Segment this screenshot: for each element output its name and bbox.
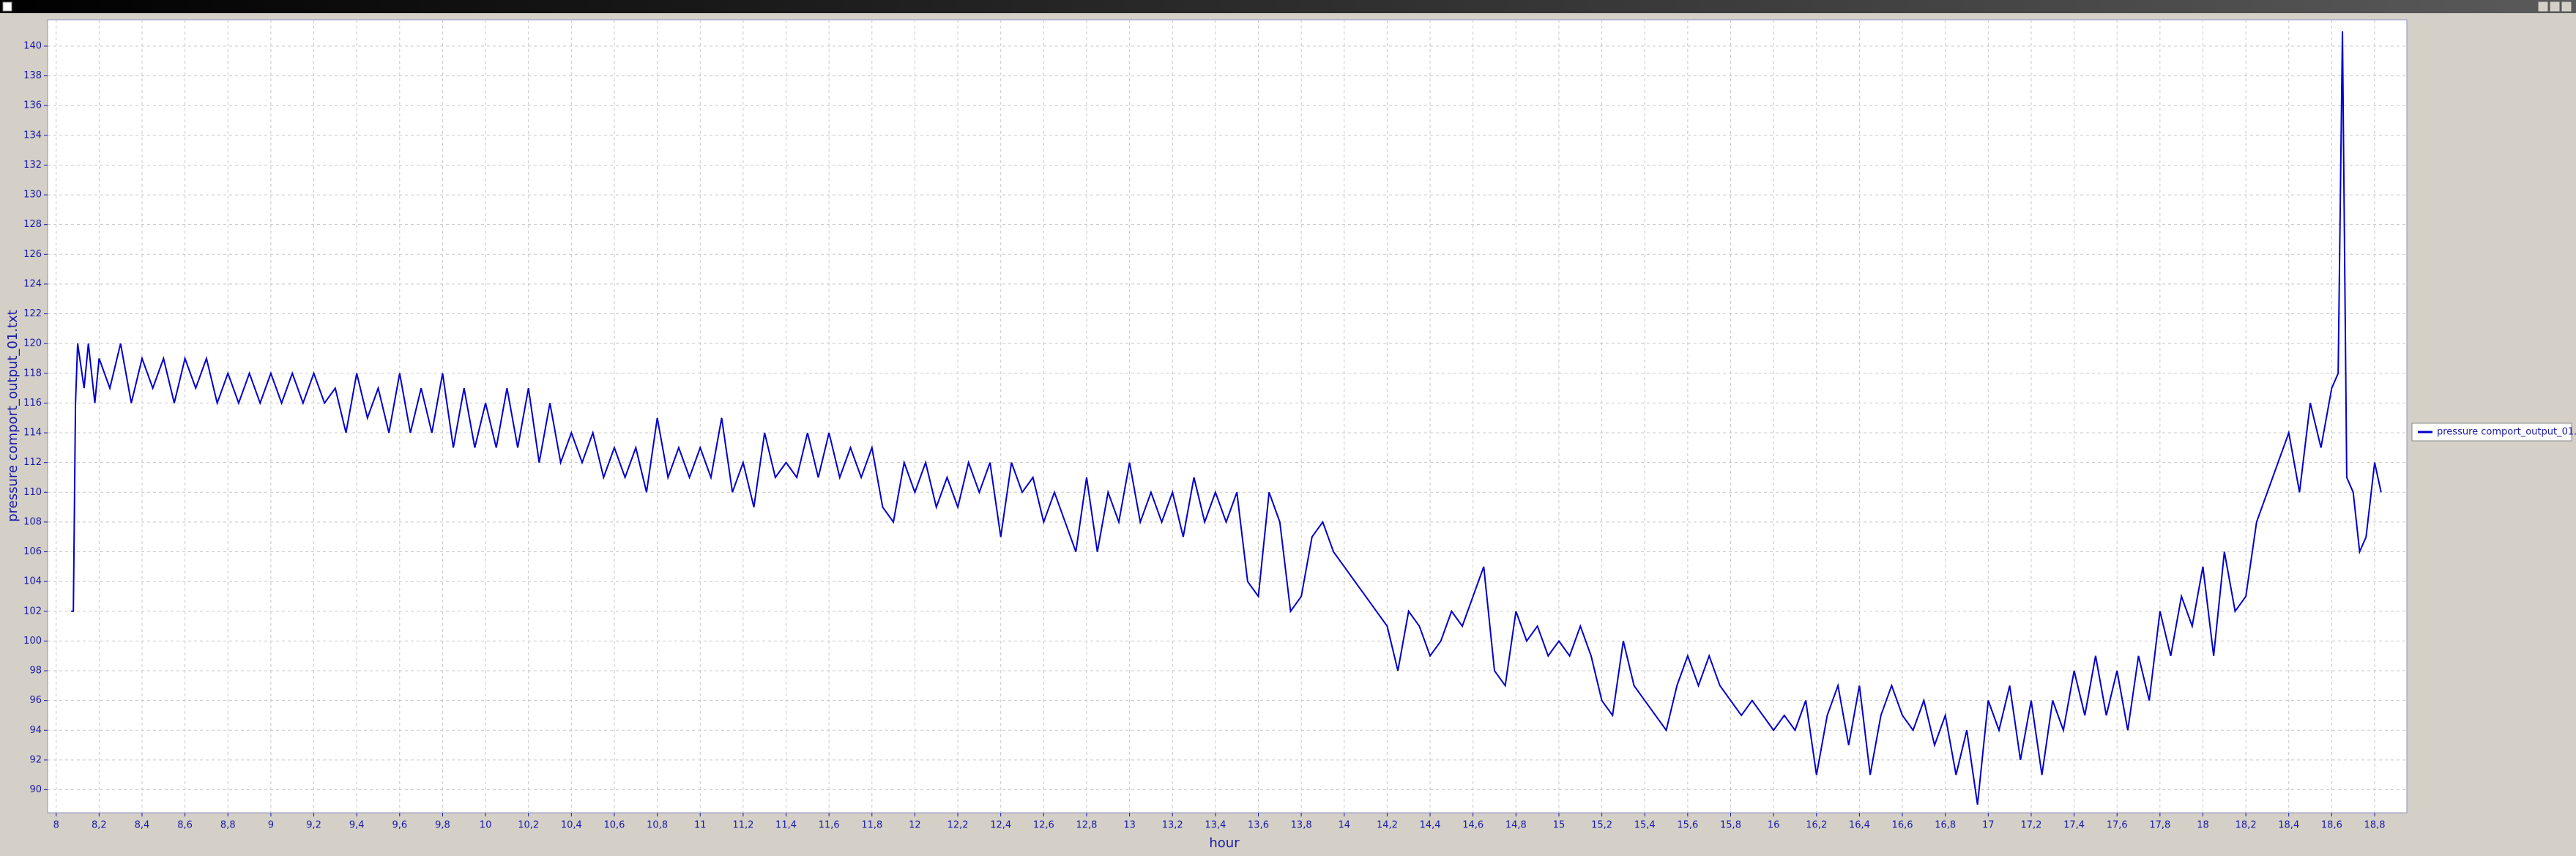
- x-tick-label: 10: [480, 820, 492, 831]
- y-tick-label: 90: [29, 784, 42, 795]
- y-tick-label: 98: [29, 666, 42, 677]
- x-tick-label: 15,8: [1720, 820, 1741, 831]
- x-tick-label: 10,6: [604, 820, 625, 831]
- x-tick-label: 8,6: [177, 820, 193, 831]
- x-tick-label: 12,2: [948, 820, 969, 831]
- x-tick-label: 13,6: [1248, 820, 1269, 831]
- x-tick-label: 8,2: [92, 820, 107, 831]
- y-tick-label: 114: [23, 428, 42, 439]
- y-tick-label: 108: [23, 516, 42, 527]
- x-tick-label: 12,8: [1076, 820, 1097, 831]
- x-tick-label: 14,6: [1462, 820, 1484, 831]
- x-tick-label: 18,6: [2321, 820, 2342, 831]
- plot-area: [47, 19, 2408, 814]
- y-tick-label: 124: [23, 278, 42, 289]
- x-tick-label: 10,2: [518, 820, 539, 831]
- x-tick-label: 9,6: [392, 820, 407, 831]
- legend-label: pressure comport_output_01.txt: [2437, 427, 2576, 438]
- x-tick-label: 12: [909, 820, 921, 831]
- y-tick-label: 92: [29, 754, 42, 765]
- x-tick-label: 17,8: [2149, 820, 2170, 831]
- x-tick-label: 16,6: [1892, 820, 1913, 831]
- y-tick-label: 100: [23, 636, 42, 647]
- window-icon[interactable]: [2, 1, 12, 12]
- y-tick-label: 132: [23, 160, 42, 171]
- x-tick-label: 16,4: [1849, 820, 1870, 831]
- x-tick-label: 8,4: [135, 820, 150, 831]
- y-tick-label: 138: [23, 70, 42, 81]
- y-tick-label: 112: [23, 457, 42, 468]
- x-tick-label: 13,8: [1291, 820, 1312, 831]
- x-tick-label: 9,4: [349, 820, 365, 831]
- maximize-button[interactable]: [2549, 1, 2561, 12]
- x-tick-label: 11,2: [732, 820, 753, 831]
- y-tick-label: 140: [23, 40, 42, 51]
- x-tick-label: 9,8: [435, 820, 450, 831]
- x-tick-label: 15: [1553, 820, 1566, 831]
- title-bar: [0, 0, 2576, 13]
- x-tick-label: 17,6: [2107, 820, 2128, 831]
- x-tick-label: 15,4: [1634, 820, 1656, 831]
- y-tick-label: 130: [23, 190, 42, 201]
- x-tick-label: 13,4: [1205, 820, 1226, 831]
- x-tick-label: 17,2: [2020, 820, 2041, 831]
- x-tick-label: 12,6: [1033, 820, 1054, 831]
- close-button[interactable]: [2561, 1, 2572, 12]
- x-tick-label: 14,8: [1505, 820, 1527, 831]
- data-line: [71, 31, 2382, 805]
- y-tick-label: 94: [29, 725, 42, 736]
- x-tick-label: 17,4: [2063, 820, 2085, 831]
- legend: [2411, 423, 2572, 442]
- x-tick-label: 11,6: [819, 820, 840, 831]
- x-tick-label: 17: [1982, 820, 1995, 831]
- x-tick-label: 18: [2197, 820, 2209, 831]
- x-axis-title: hour: [1209, 835, 1240, 851]
- x-tick-label: 10,8: [647, 820, 668, 831]
- y-tick-label: 136: [23, 100, 42, 111]
- x-tick-label: 14,4: [1420, 820, 1441, 831]
- y-tick-label: 128: [23, 219, 42, 230]
- x-tick-label: 12,4: [990, 820, 1011, 831]
- x-tick-label: 14,2: [1377, 820, 1398, 831]
- x-tick-label: 16,8: [1935, 820, 1956, 831]
- x-tick-label: 18,4: [2278, 820, 2299, 831]
- y-tick-label: 126: [23, 249, 42, 260]
- y-tick-label: 116: [23, 398, 42, 409]
- x-tick-label: 11: [694, 820, 707, 831]
- x-tick-label: 9: [268, 820, 274, 831]
- x-tick-label: 8,8: [220, 820, 236, 831]
- y-tick-label: 102: [23, 606, 42, 617]
- x-tick-label: 10,4: [561, 820, 582, 831]
- y-axis-title: pressure comport_output_01.txt: [5, 310, 21, 522]
- y-tick-label: 120: [23, 338, 42, 349]
- y-tick-label: 110: [23, 487, 42, 498]
- minimize-button[interactable]: [2537, 1, 2549, 12]
- x-tick-label: 16,2: [1806, 820, 1827, 831]
- x-tick-label: 11,4: [775, 820, 797, 831]
- x-tick-label: 16: [1768, 820, 1780, 831]
- x-tick-label: 11,8: [861, 820, 882, 831]
- x-tick-label: 13: [1123, 820, 1136, 831]
- y-tick-label: 96: [29, 695, 42, 706]
- x-tick-label: 18,8: [2364, 820, 2386, 831]
- y-tick-label: 122: [23, 308, 42, 319]
- y-tick-label: 118: [23, 368, 42, 379]
- x-tick-label: 13,2: [1162, 820, 1183, 831]
- x-tick-label: 15,2: [1591, 820, 1612, 831]
- y-tick-label: 106: [23, 546, 42, 557]
- x-tick-label: 8: [53, 820, 59, 831]
- x-tick-label: 14: [1339, 820, 1351, 831]
- y-tick-label: 104: [23, 576, 42, 587]
- x-tick-label: 9,2: [306, 820, 321, 831]
- y-tick-label: 134: [23, 130, 42, 141]
- x-tick-label: 18,2: [2236, 820, 2257, 831]
- x-tick-label: 15,6: [1677, 820, 1698, 831]
